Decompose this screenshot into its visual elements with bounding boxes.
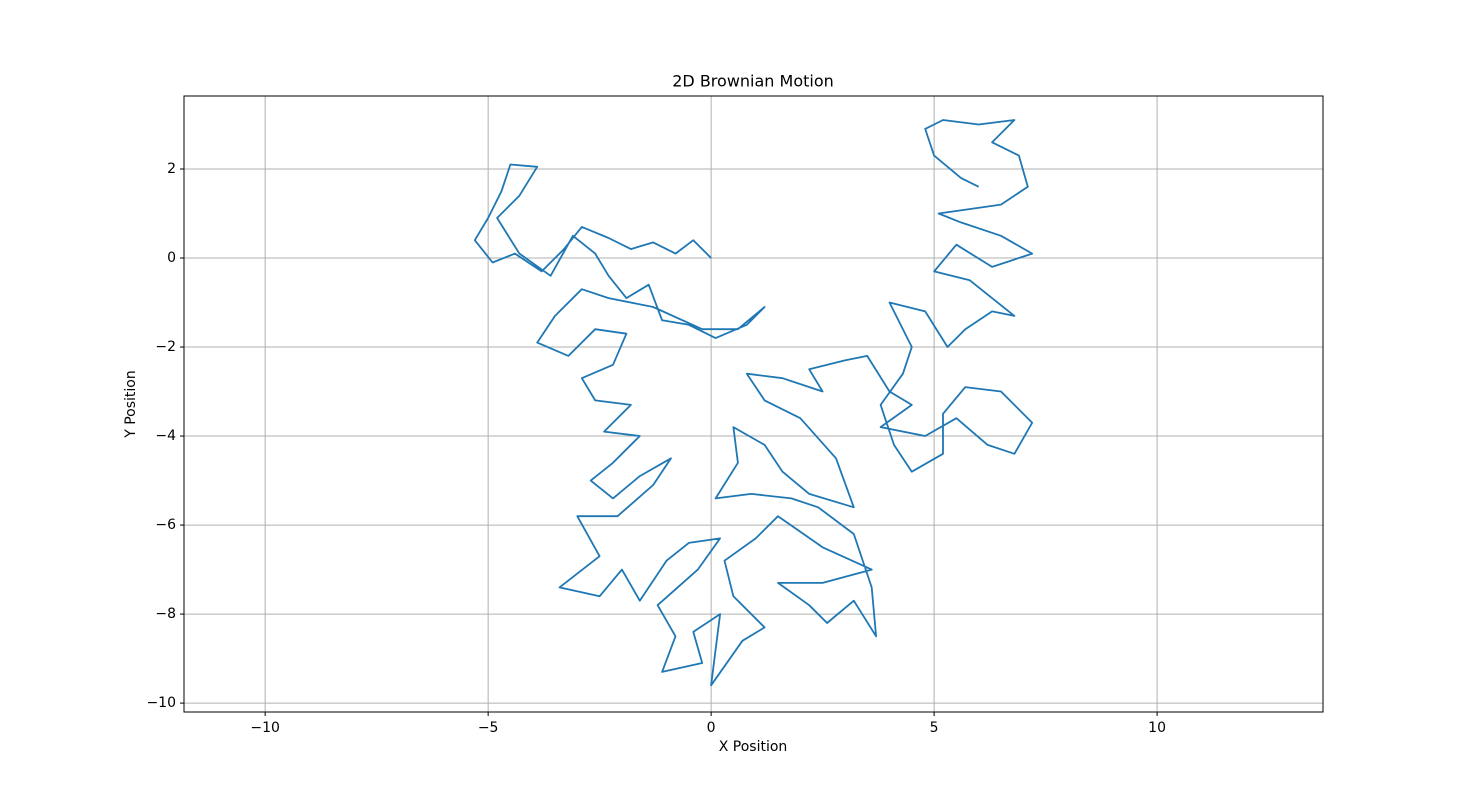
y-tick-label: 2 [167,161,176,177]
x-axis-label: X Position [719,739,788,755]
y-tick-label: −2 [155,339,176,355]
y-tick-label: −8 [155,606,176,622]
chart-title: 2D Brownian Motion [672,72,834,91]
y-tick-label: −10 [146,695,176,711]
x-tick-label: 10 [1148,720,1166,736]
plot-frame [183,95,1324,713]
line [473,119,1034,687]
y-tick-label: −4 [155,428,176,444]
y-tick-label: 0 [167,250,176,266]
x-tick-label: −5 [478,720,499,736]
x-tick-label: 0 [707,720,716,736]
x-tick-label: −10 [250,720,280,736]
y-tick-label: −6 [155,517,176,533]
y-axis-label: Y Position [123,370,139,439]
x-tick-label: 5 [930,720,939,736]
